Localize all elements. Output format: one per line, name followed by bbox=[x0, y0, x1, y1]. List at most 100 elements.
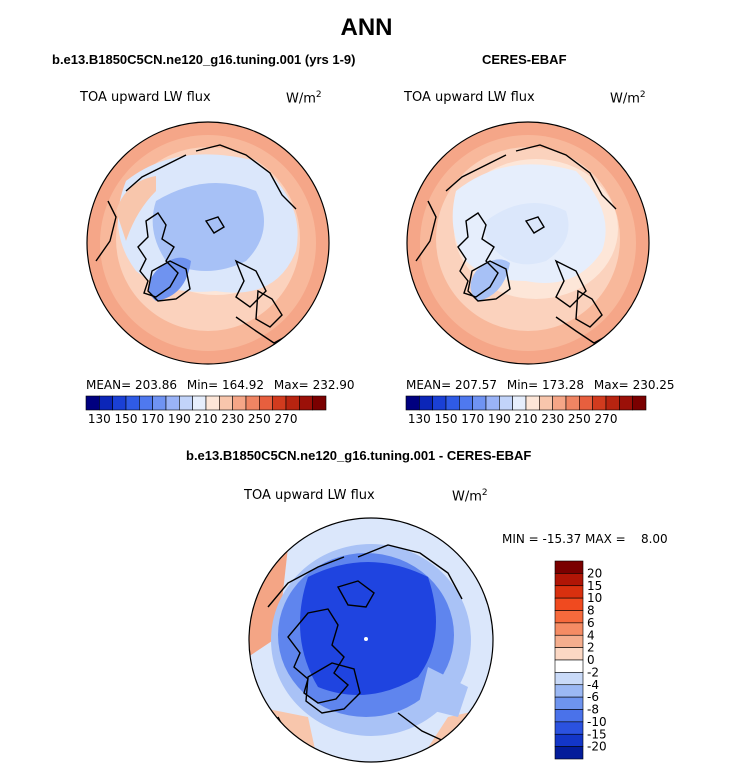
panel1-colorbar-swatch bbox=[112, 395, 127, 411]
panel1-colorbar-swatch bbox=[152, 395, 167, 411]
panel1-colorbar-swatch bbox=[192, 395, 207, 411]
panel3-polar-map bbox=[248, 517, 494, 763]
panel3-variable-label: TOA upward LW flux bbox=[244, 488, 375, 503]
panel1-colorbar-swatch bbox=[99, 395, 113, 411]
panel2-colorbar-tick-label: 270 bbox=[595, 412, 618, 426]
panel2-polar-map bbox=[406, 121, 650, 365]
panel3-colorbar-swatch bbox=[554, 746, 584, 760]
panel3-colorbar-tick-label: -8 bbox=[587, 703, 599, 717]
panel2-colorbar-tick-label: 210 bbox=[515, 412, 538, 426]
panel3-minmax: MIN = -15.37 MAX = 8.00 bbox=[502, 532, 668, 546]
panel3-colorbar-swatch bbox=[554, 597, 584, 611]
panel2-colorbar-swatch bbox=[565, 395, 580, 411]
panel1-colorbar-swatch bbox=[232, 395, 247, 411]
panel3-colorbar-swatch bbox=[554, 560, 584, 574]
panel2-stats: MEAN= 207.57 Min= 173.28 Max= 230.25 bbox=[406, 378, 675, 392]
panel3-colorbar-swatch bbox=[554, 721, 584, 735]
panel3-colorbar-tick-label: 15 bbox=[587, 579, 602, 593]
panel1-colorbar-swatch bbox=[165, 395, 180, 411]
panel3-units-label: W/m2 bbox=[452, 488, 488, 505]
panel1-colorbar-swatch bbox=[219, 395, 233, 411]
panel1-colorbar-swatch bbox=[179, 395, 193, 411]
panel1-colorbar-tick-label: 150 bbox=[115, 412, 138, 426]
panel2-colorbar-swatch bbox=[472, 395, 487, 411]
panel1-colorbar-swatch bbox=[272, 395, 287, 411]
panel2-colorbar-swatch bbox=[485, 395, 500, 411]
panel3-colorbar-swatch bbox=[554, 610, 584, 624]
panel3-colorbar-tick-label: -10 bbox=[587, 715, 607, 729]
panel2-colorbar-swatch bbox=[445, 395, 460, 411]
panel3-colorbar-swatch bbox=[554, 634, 584, 648]
panel2-colorbar-tick-label: 170 bbox=[461, 412, 484, 426]
panel1-colorbar-tick-label: 270 bbox=[275, 412, 298, 426]
panel1-colorbar-tick-label: 170 bbox=[141, 412, 164, 426]
panel2-colorbar-tick-label: 230 bbox=[541, 412, 564, 426]
panel2-variable-label: TOA upward LW flux bbox=[404, 90, 535, 105]
panel3-colorbar-swatch bbox=[554, 647, 584, 661]
panel3-colorbar-swatch bbox=[554, 733, 584, 747]
panel3-colorbar-tick-label: 8 bbox=[587, 604, 595, 618]
panel2-case-title: CERES-EBAF bbox=[482, 52, 567, 67]
panel2-colorbar-tick-label: 190 bbox=[488, 412, 511, 426]
panel2-colorbar-swatch bbox=[619, 395, 633, 411]
panel3-colorbar-tick-label: 4 bbox=[587, 628, 595, 642]
panel1-colorbar-swatch bbox=[245, 395, 260, 411]
panel1-colorbar-swatch bbox=[205, 395, 220, 411]
panel2-colorbar-swatch bbox=[592, 395, 607, 411]
panel2-colorbar: 130 150 170 190 210 230 250 270 bbox=[405, 395, 647, 426]
panel3-colorbar-swatch bbox=[554, 709, 584, 723]
panel2-units-label: W/m2 bbox=[610, 90, 646, 107]
panel3-colorbar-swatch bbox=[554, 696, 584, 710]
panel1-colorbar-swatch bbox=[85, 395, 100, 411]
panel1-case-title: b.e13.B1850C5CN.ne120_g16.tuning.001 (yr… bbox=[52, 52, 356, 67]
panel2-colorbar-swatch bbox=[419, 395, 433, 411]
panel3-colorbar-swatch bbox=[554, 672, 584, 686]
panel2-colorbar-swatch bbox=[459, 395, 473, 411]
panel1-colorbar-swatch bbox=[299, 395, 313, 411]
panel2-colorbar-swatch bbox=[405, 395, 420, 411]
panel1-colorbar-tick-label: 250 bbox=[248, 412, 271, 426]
panel2-colorbar-swatch bbox=[512, 395, 527, 411]
panel1-colorbar-tick-label: 210 bbox=[195, 412, 218, 426]
panel1-colorbar-swatch bbox=[139, 395, 153, 411]
panel3-colorbar-swatch bbox=[554, 659, 584, 673]
panel2-colorbar-swatch bbox=[632, 395, 647, 411]
panel3-colorbar-tick-label: 6 bbox=[587, 616, 595, 630]
panel1-colorbar-swatch bbox=[125, 395, 140, 411]
panel3-colorbar-tick-label: 20 bbox=[587, 566, 602, 580]
panel2-colorbar-swatch bbox=[432, 395, 447, 411]
panel3-colorbar-tick-label: 2 bbox=[587, 641, 595, 655]
panel3-colorbar-swatch bbox=[554, 622, 584, 636]
panel2-colorbar-swatch bbox=[552, 395, 567, 411]
panel3-colorbar-tick-label: 0 bbox=[587, 653, 595, 667]
panel3-case-title: b.e13.B1850C5CN.ne120_g16.tuning.001 - C… bbox=[186, 448, 532, 463]
panel2-colorbar-tick-label: 150 bbox=[435, 412, 458, 426]
panel3-colorbar-tick-label: -15 bbox=[587, 727, 607, 741]
panel2-colorbar-swatch bbox=[539, 395, 553, 411]
panel1-colorbar-tick-label: 130 bbox=[88, 412, 111, 426]
panel1-colorbar-swatch bbox=[285, 395, 300, 411]
panel1-colorbar-tick-label: 190 bbox=[168, 412, 191, 426]
panel3-colorbar-tick-label: -4 bbox=[587, 678, 599, 692]
panel2-colorbar-swatch bbox=[579, 395, 593, 411]
panel1-colorbar: 130 150 170 190 210 230 250 270 bbox=[85, 395, 327, 426]
panel3-colorbar-tick-label: -2 bbox=[587, 665, 599, 679]
panel2-colorbar-swatch bbox=[499, 395, 513, 411]
panel2-colorbar-swatch bbox=[605, 395, 620, 411]
panel2-colorbar-tick-label: 250 bbox=[568, 412, 591, 426]
panel3-colorbar-tick-label: -6 bbox=[587, 690, 599, 704]
panel3-colorbar-tick-label: -20 bbox=[587, 740, 607, 754]
panel3-colorbar-swatch bbox=[554, 684, 584, 698]
panel3-colorbar-swatch bbox=[554, 585, 584, 599]
panel3-colorbar-swatch bbox=[554, 573, 584, 587]
panel1-variable-label: TOA upward LW flux bbox=[80, 90, 211, 105]
panel1-colorbar-swatch bbox=[259, 395, 273, 411]
panel2-colorbar-swatch bbox=[525, 395, 540, 411]
panel1-units-label: W/m2 bbox=[286, 90, 322, 107]
panel2-colorbar-tick-label: 130 bbox=[408, 412, 431, 426]
panel1-colorbar-swatch bbox=[312, 395, 327, 411]
panel3-colorbar-tick-label: 10 bbox=[587, 591, 602, 605]
figure-title: ANN bbox=[340, 14, 393, 41]
panel1-polar-map bbox=[86, 121, 330, 365]
